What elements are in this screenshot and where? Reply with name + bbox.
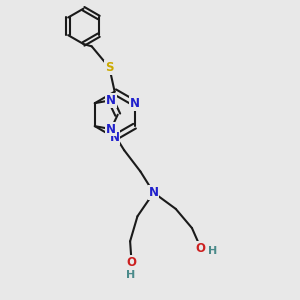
Text: S: S bbox=[105, 61, 114, 74]
Text: N: N bbox=[106, 94, 116, 107]
Text: O: O bbox=[127, 256, 136, 269]
Text: N: N bbox=[149, 186, 159, 199]
Text: N: N bbox=[130, 97, 140, 110]
Text: H: H bbox=[126, 270, 136, 280]
Text: H: H bbox=[208, 246, 217, 256]
Text: N: N bbox=[110, 131, 120, 144]
Text: N: N bbox=[106, 123, 116, 136]
Text: O: O bbox=[196, 242, 206, 254]
